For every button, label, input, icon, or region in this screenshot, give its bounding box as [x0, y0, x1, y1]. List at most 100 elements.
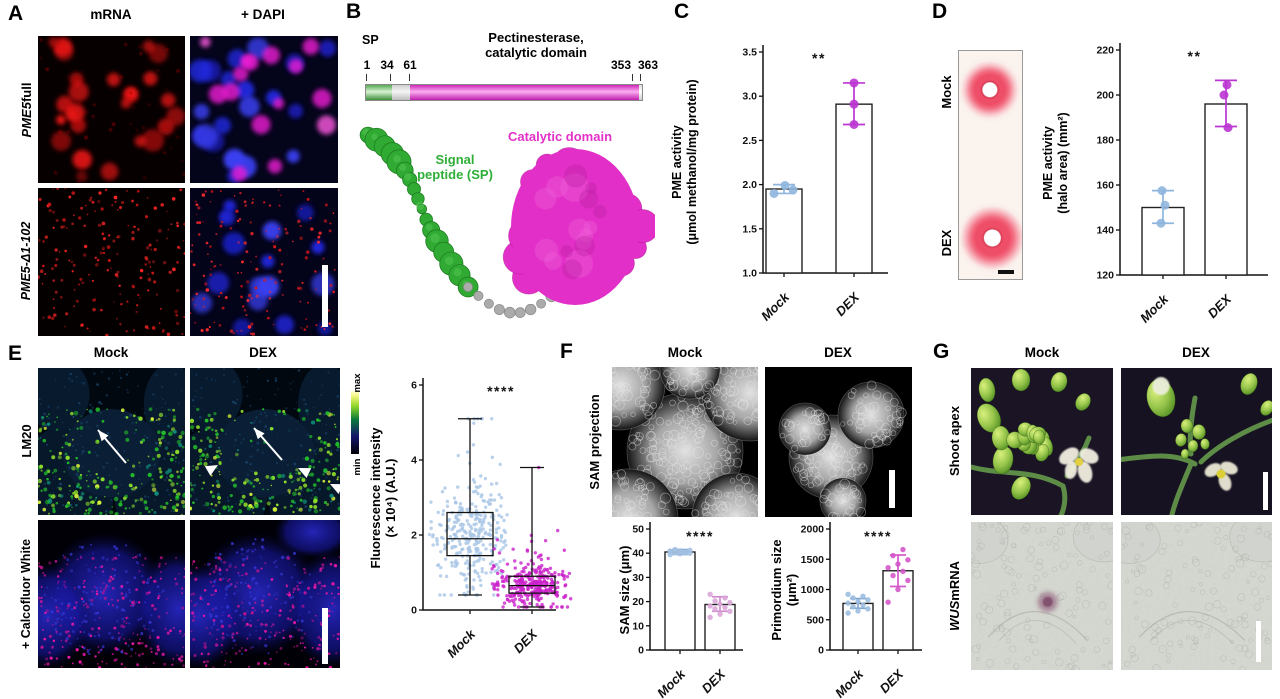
residue-tick — [409, 74, 410, 81]
svg-text:2000: 2000 — [801, 524, 825, 536]
svg-text:Mock: Mock — [1137, 291, 1172, 326]
micrograph-lm20-dex — [190, 368, 340, 515]
panel-a-col-header-mrna: mRNA — [90, 7, 132, 22]
svg-text:DEX: DEX — [1205, 291, 1235, 321]
svg-text:Mock: Mock — [654, 666, 689, 699]
micrograph-wus-mock — [971, 522, 1113, 670]
panel-g-col-header-dex: DEX — [1182, 345, 1210, 360]
residue-tick — [632, 74, 633, 81]
svg-text:2.5: 2.5 — [742, 135, 757, 147]
catalytic-domain-segment — [410, 85, 639, 100]
colorbar-max-label: max — [351, 373, 363, 393]
scale-bar-panel-a — [322, 265, 328, 327]
svg-text:4: 4 — [411, 455, 417, 467]
svg-text:2: 2 — [411, 530, 417, 542]
protein-structure-render — [350, 115, 655, 337]
svg-text:500: 500 — [806, 614, 824, 626]
micrograph-pme5full-mrna — [38, 36, 185, 183]
residue-tick — [390, 74, 391, 81]
residue-353: 353 — [610, 58, 632, 72]
panel-g-letter: G — [933, 340, 950, 363]
micrograph-sam-dex — [765, 367, 912, 517]
svg-text:1500: 1500 — [801, 554, 825, 566]
pme5-full-rest: full — [18, 82, 34, 103]
svg-text:220: 220 — [1096, 45, 1114, 57]
micrograph-sam-mock — [612, 367, 758, 517]
micrograph-calcofluor-dex — [190, 520, 340, 668]
panel-f-prim-ylabel-1: Primordium size — [768, 539, 784, 641]
colorbar-min-label: min — [351, 458, 363, 476]
wus-italic: WUS — [946, 600, 962, 632]
linker-segment — [392, 85, 410, 100]
svg-text:**: ** — [812, 50, 826, 66]
panel-a-col-header-dapi: + DAPI — [241, 7, 285, 22]
intensity-colorbar — [351, 391, 359, 454]
wus-rest: mRNA — [946, 560, 962, 601]
signal-peptide-label-line1: Signal — [435, 152, 475, 167]
panel-a-row-label-pme5-delta: PME5-Δ1-102 — [17, 186, 35, 336]
scale-bar-shoot-apex — [1263, 472, 1268, 510]
sp-label: SP — [362, 33, 379, 47]
signal-peptide-segment — [366, 85, 392, 100]
panel-f-col-header-dex: DEX — [824, 345, 852, 360]
svg-text:160: 160 — [1096, 180, 1114, 192]
svg-text:0: 0 — [818, 645, 824, 657]
residue-34: 34 — [380, 58, 394, 72]
panel-e-y-axis-title: Fluorescence intensity (× 10⁴) (A.U.) — [366, 378, 400, 618]
micrograph-calcofluor-mock — [38, 520, 185, 668]
residue-363: 363 — [637, 58, 659, 72]
pme5-full-italic: PME5 — [18, 102, 34, 138]
svg-text:1.0: 1.0 — [742, 268, 757, 280]
domain-title-line2: catalytic domain — [485, 45, 587, 60]
catalytic-domain-label: Catalytic domain — [507, 129, 613, 144]
scale-bar-gel — [998, 270, 1014, 274]
svg-text:DEX: DEX — [699, 666, 729, 696]
svg-text:180: 180 — [1096, 135, 1114, 147]
panel-e-letter: E — [8, 342, 23, 365]
svg-text:Mock: Mock — [444, 626, 479, 661]
panel-e-ylabel-2: (× 10⁴) (A.U.) — [383, 458, 398, 538]
panel-c-letter: C — [674, 0, 690, 23]
panel-f-sam-y-axis-title: SAM size (μm) — [608, 470, 642, 699]
svg-text:DEX: DEX — [877, 666, 907, 696]
panel-e-col-header-dex: DEX — [249, 345, 277, 360]
photo-shoot-apex-mock — [971, 368, 1113, 515]
residue-tick — [640, 74, 641, 81]
panel-c-y-axis-title: PME activity (μmol methanol/mg protein) — [668, 42, 702, 282]
residue-tick — [366, 74, 367, 81]
panel-e-row-label-calcofluor: + Calcofluor White — [19, 538, 33, 650]
svg-text:DEX: DEX — [833, 289, 863, 319]
svg-text:3.5: 3.5 — [742, 47, 757, 59]
signal-peptide-label-line2: peptide (SP) — [417, 167, 493, 182]
micrograph-pme5delta-mrna — [38, 188, 185, 336]
scale-bar-wus — [1256, 621, 1261, 662]
panel-f-primordium-y-axis-title: Primordium size (μm²) — [767, 470, 801, 699]
svg-text:140: 140 — [1096, 225, 1114, 237]
panel-d-ylabel-1: PME activity — [1041, 126, 1056, 200]
svg-text:Mock: Mock — [758, 289, 793, 324]
panel-e-row-label-lm20: LM20 — [18, 424, 34, 458]
svg-text:1000: 1000 — [801, 584, 825, 596]
domain-title-line1: Pectinesterase, — [488, 30, 584, 45]
svg-text:****: **** — [686, 528, 714, 544]
micrograph-pme5full-dapi — [190, 36, 338, 183]
cterm-segment — [639, 85, 642, 100]
panel-f-col-header-mock: Mock — [667, 345, 703, 360]
svg-text:200: 200 — [1096, 90, 1114, 102]
svg-text:6: 6 — [411, 380, 417, 392]
panel-a-letter: A — [8, 2, 24, 25]
gel-diffusion-assay-image — [958, 50, 1023, 280]
svg-text:3.0: 3.0 — [742, 91, 757, 103]
panel-g-row-label-shoot-apex: Shoot apex — [946, 405, 962, 477]
photo-shoot-apex-dex — [1121, 368, 1272, 515]
residue-61: 61 — [403, 58, 417, 72]
panel-a-row-label-pme5-full: PME5 full — [17, 35, 35, 185]
gel-row-label-mock: Mock — [938, 75, 954, 109]
panel-g-col-header-mock: Mock — [1024, 345, 1060, 360]
svg-text:**: ** — [1188, 48, 1202, 64]
panel-b-letter: B — [346, 0, 362, 23]
micrograph-lm20-mock — [38, 368, 185, 515]
panel-f-letter: F — [560, 340, 573, 363]
panel-c-ylabel-2: (μmol methanol/mg protein) — [685, 79, 699, 245]
